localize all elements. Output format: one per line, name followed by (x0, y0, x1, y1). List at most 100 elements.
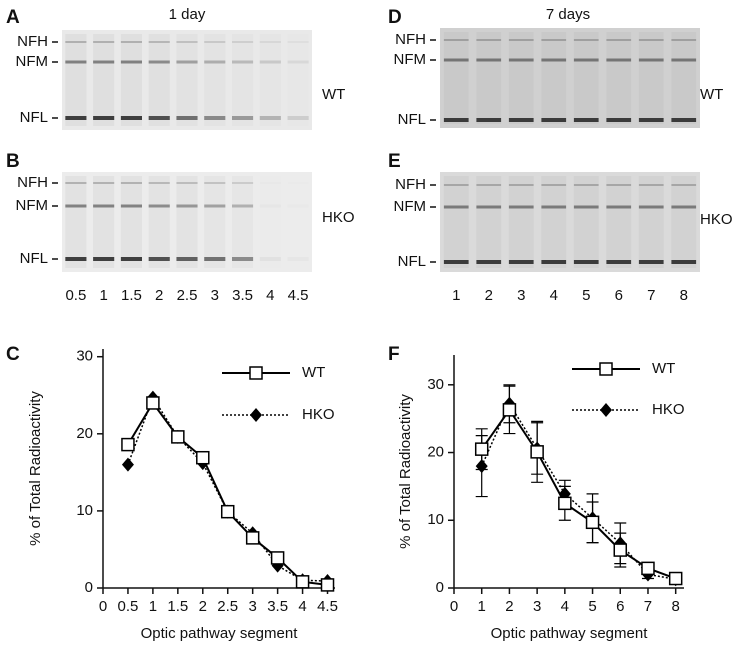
y-tick-label: 0 (436, 579, 444, 596)
marker (475, 459, 488, 474)
gel-background (440, 28, 700, 128)
gel-band (671, 184, 697, 186)
gel-band (476, 184, 502, 186)
x-tick-label: 2 (199, 598, 207, 615)
gel-band (93, 257, 115, 261)
gel-band (476, 58, 502, 62)
marker (641, 561, 655, 576)
lane-label: 8 (680, 287, 688, 304)
gel-band (120, 116, 142, 120)
x-tick-label: 8 (672, 598, 680, 615)
gel-lane (204, 176, 226, 268)
y-tick-label: 30 (427, 376, 444, 393)
marker (502, 403, 517, 417)
marker (171, 430, 185, 444)
gel-band (204, 182, 226, 184)
band-label: NFL (20, 250, 48, 267)
gel-lane (638, 32, 664, 124)
gel-band (541, 184, 567, 186)
panel-label: A (6, 7, 20, 28)
gel-band (508, 58, 534, 62)
lane-label: 6 (615, 287, 623, 304)
band-label: NFH (395, 176, 426, 193)
marker (196, 450, 210, 465)
genotype-label: HKO (322, 209, 355, 226)
gel-lane (93, 34, 115, 126)
gel-band (65, 60, 87, 64)
gel-band (176, 204, 198, 208)
gel-band (288, 182, 309, 184)
y-tick-label: 30 (76, 348, 93, 365)
panel-label: C (6, 344, 20, 365)
gel-band (606, 260, 632, 264)
gel-band (638, 205, 664, 209)
gel-band (93, 60, 115, 64)
series-line (481, 402, 676, 580)
gel-band (671, 260, 697, 264)
gel-lane (508, 32, 534, 124)
x-tick-label: 5 (588, 598, 596, 615)
gel-band (120, 182, 142, 184)
gel-background (62, 172, 312, 272)
x-tick-label: 0 (450, 598, 458, 615)
y-axis-label: % of Total Radioactivity (27, 391, 44, 546)
marker (320, 578, 335, 592)
gel-lane (638, 176, 664, 268)
gel-lane (93, 176, 115, 268)
gel-band (606, 205, 632, 209)
column-title: 1 day (169, 6, 206, 23)
gel-lane (288, 34, 309, 126)
band-label: NFL (20, 109, 48, 126)
legend-marker (249, 366, 263, 380)
gel-lane (671, 32, 697, 124)
y-tick-label: 10 (76, 502, 93, 519)
marker (270, 551, 285, 565)
gel-lane (260, 34, 281, 126)
band-label: NFH (17, 33, 48, 50)
lane-label: 4 (550, 287, 558, 304)
gel-band (443, 260, 469, 264)
gel-band (476, 205, 502, 209)
gel-band (93, 204, 115, 208)
lane-label: 0.5 (65, 287, 86, 304)
gel-band (638, 58, 664, 62)
gel-band (65, 204, 87, 208)
gel-band (606, 58, 632, 62)
gel-band (176, 41, 198, 43)
gel-band (443, 118, 469, 122)
gel-band (573, 260, 599, 264)
gel-band (65, 41, 87, 43)
gel-lane (671, 176, 697, 268)
gel-band (443, 39, 469, 41)
gel-band (606, 184, 632, 186)
panel-label: B (6, 151, 20, 172)
gel-band (148, 204, 170, 208)
gel-band (65, 182, 87, 184)
gel-lane (606, 32, 632, 124)
y-tick-label: 20 (427, 444, 444, 461)
y-tick-label: 20 (76, 425, 93, 442)
gel-band (288, 257, 309, 261)
panel-label: F (388, 344, 400, 365)
genotype-label: WT (700, 86, 723, 103)
legend-marker (250, 408, 262, 422)
lane-label: 4 (266, 287, 274, 304)
gel-band (232, 182, 254, 184)
gel-band (508, 205, 534, 209)
panel-label: D (388, 7, 402, 28)
x-tick-label: 2 (505, 598, 513, 615)
gel-background (440, 172, 700, 272)
lane-label: 3 (517, 287, 525, 304)
marker (121, 437, 135, 452)
gel-lane (120, 176, 142, 268)
gel-band (176, 182, 198, 184)
gel-band (287, 116, 309, 120)
gel-band (232, 257, 254, 261)
column-title: 7 days (546, 6, 590, 23)
band-label: NFH (395, 31, 426, 48)
gel-lane (260, 176, 281, 268)
marker (146, 396, 160, 410)
y-tick-label: 10 (427, 511, 444, 528)
gel-band (541, 260, 567, 264)
